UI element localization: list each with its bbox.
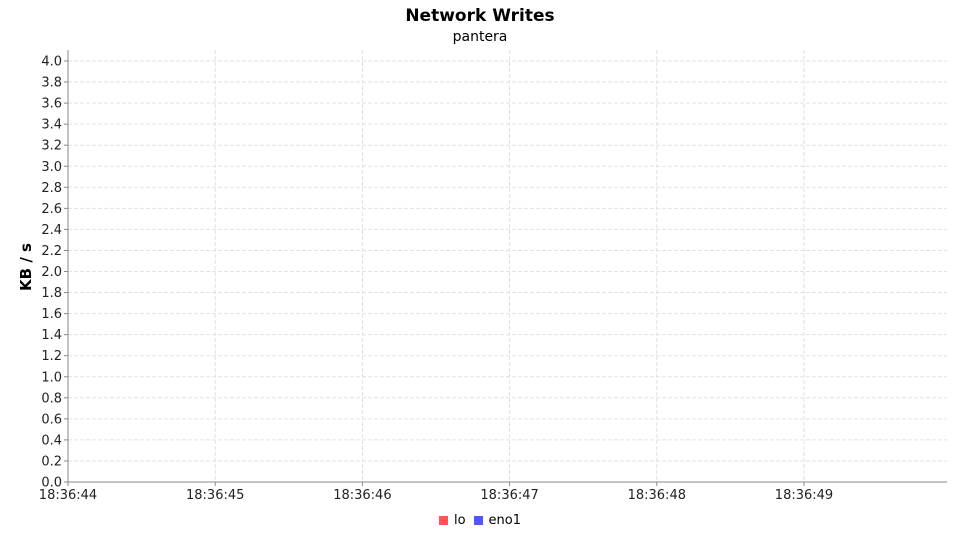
y-tick-label: 0.4 bbox=[41, 433, 62, 448]
y-tick-label: 0.6 bbox=[41, 412, 62, 427]
chart-legend: lo eno1 bbox=[0, 513, 960, 528]
y-tick-label: 2.4 bbox=[41, 223, 62, 238]
x-tick-label: 18:36:44 bbox=[39, 488, 97, 503]
chart-title: Network Writes bbox=[405, 6, 555, 26]
legend-label-eno1: eno1 bbox=[488, 513, 522, 528]
legend-swatch-eno1 bbox=[473, 516, 483, 525]
y-tick-label: 0.2 bbox=[41, 454, 62, 469]
y-tick-label: 1.4 bbox=[41, 328, 62, 343]
y-tick-label: 3.8 bbox=[41, 76, 62, 91]
x-tick-label: 18:36:46 bbox=[333, 488, 391, 503]
y-tick-label: 2.2 bbox=[41, 244, 62, 259]
x-tick-label: 18:36:49 bbox=[775, 488, 833, 503]
y-tick-label: 2.8 bbox=[41, 181, 62, 196]
y-tick-label: 4.0 bbox=[41, 55, 62, 70]
y-tick-label: 2.6 bbox=[41, 202, 62, 217]
y-axis-label: KB / s bbox=[17, 243, 35, 291]
y-tick-label: 1.8 bbox=[41, 286, 62, 301]
y-tick-label: 1.6 bbox=[41, 307, 62, 322]
y-tick-label: 3.6 bbox=[41, 97, 62, 112]
chart-subtitle: pantera bbox=[452, 29, 508, 45]
legend-label-lo: lo bbox=[453, 513, 466, 528]
legend-swatch-lo bbox=[438, 516, 448, 525]
y-tick-label: 2.0 bbox=[41, 265, 62, 280]
y-tick-label: 3.2 bbox=[41, 139, 62, 154]
y-tick-label: 0.8 bbox=[41, 391, 62, 406]
x-tick-label: 18:36:45 bbox=[186, 488, 244, 503]
y-tick-label: 1.0 bbox=[41, 370, 62, 385]
y-tick-label: 0.0 bbox=[41, 476, 62, 491]
legend-item-eno1: eno1 bbox=[473, 513, 522, 528]
x-tick-label: 18:36:48 bbox=[628, 488, 686, 503]
y-tick-label: 1.2 bbox=[41, 349, 62, 364]
y-tick-label: 3.4 bbox=[41, 118, 62, 133]
y-tick-label: 3.0 bbox=[41, 160, 62, 175]
legend-item-lo: lo bbox=[438, 513, 466, 528]
x-tick-label: 18:36:47 bbox=[480, 488, 538, 503]
